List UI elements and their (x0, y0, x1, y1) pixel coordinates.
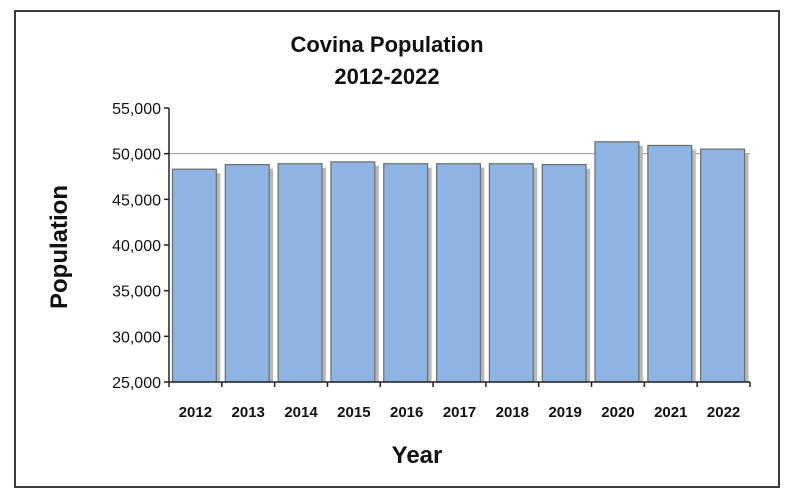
y-tick-label: 30,000 (112, 329, 161, 346)
y-tick-label: 35,000 (112, 284, 161, 301)
x-axis-title: Year (392, 442, 443, 469)
x-tick-label: 2012 (179, 404, 212, 421)
bar (594, 141, 640, 383)
y-axis-title: Population (46, 185, 73, 309)
x-tick-label: 2020 (601, 404, 634, 421)
bar (435, 163, 482, 383)
x-tick-label: 2019 (548, 404, 581, 421)
bar (277, 163, 323, 383)
bar (224, 164, 270, 383)
x-tick-label: 2013 (232, 404, 265, 421)
bar (488, 163, 534, 383)
x-tick-label: 2017 (443, 404, 476, 421)
y-tick-label: 25,000 (112, 375, 161, 392)
y-tick-label: 45,000 (112, 192, 161, 209)
bar (171, 168, 217, 383)
chart-subtitle: 2012-2022 (334, 64, 439, 89)
x-tick-label: 2018 (496, 404, 529, 421)
x-tick-label: 2022 (707, 404, 740, 421)
bar (541, 164, 587, 383)
x-tick-label: 2016 (390, 404, 423, 421)
bar (330, 161, 376, 383)
y-tick-label: 50,000 (112, 147, 161, 164)
bar (647, 144, 693, 383)
x-tick-label: 2014 (284, 404, 318, 421)
y-tick-label: 55,000 (112, 101, 161, 118)
x-tick-label: 2021 (654, 404, 687, 421)
x-tick-label: 2015 (337, 404, 370, 421)
y-tick-label: 40,000 (112, 238, 161, 255)
bar (383, 163, 429, 383)
bar (700, 148, 746, 383)
chart-title: Covina Population (290, 32, 483, 57)
